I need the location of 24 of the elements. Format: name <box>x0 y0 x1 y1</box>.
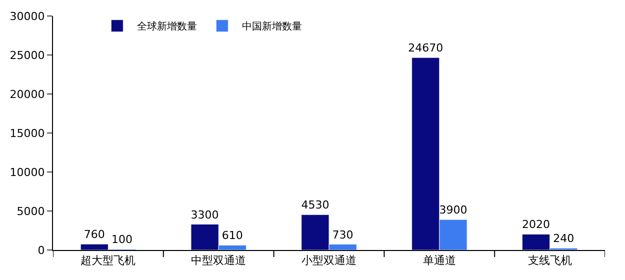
y-tick-label: 15000 <box>10 126 45 140</box>
data-label: 24670 <box>408 42 444 55</box>
x-tick-label: 超大型飞机 <box>80 254 136 268</box>
y-tick-label: 20000 <box>10 88 45 101</box>
data-label: 3900 <box>439 204 468 217</box>
y-tick-label: 25000 <box>10 48 45 62</box>
data-label: 2020 <box>522 218 550 232</box>
y-tick-label: 5000 <box>16 204 45 218</box>
y-tick-label: 30000 <box>10 10 45 23</box>
data-label: 4530 <box>301 198 330 212</box>
data-label: 240 <box>553 232 574 246</box>
x-tick-label: 支线飞机 <box>528 254 572 268</box>
data-label: 760 <box>84 228 105 242</box>
legend-label: 中国新增数量 <box>242 20 302 33</box>
data-label: 610 <box>222 229 243 242</box>
y-tick-label: 10000 <box>10 166 45 179</box>
x-tick-label: 中型双通道 <box>191 254 246 268</box>
y-tick-label: 0 <box>38 244 45 257</box>
legend-label: 全球新增数量 <box>137 20 198 33</box>
data-label: 730 <box>332 228 354 242</box>
data-label: 100 <box>112 233 132 246</box>
x-tick-label: 小型双通道 <box>302 254 356 268</box>
data-label: 3300 <box>190 208 219 222</box>
x-tick-label: 单通道 <box>422 254 456 268</box>
